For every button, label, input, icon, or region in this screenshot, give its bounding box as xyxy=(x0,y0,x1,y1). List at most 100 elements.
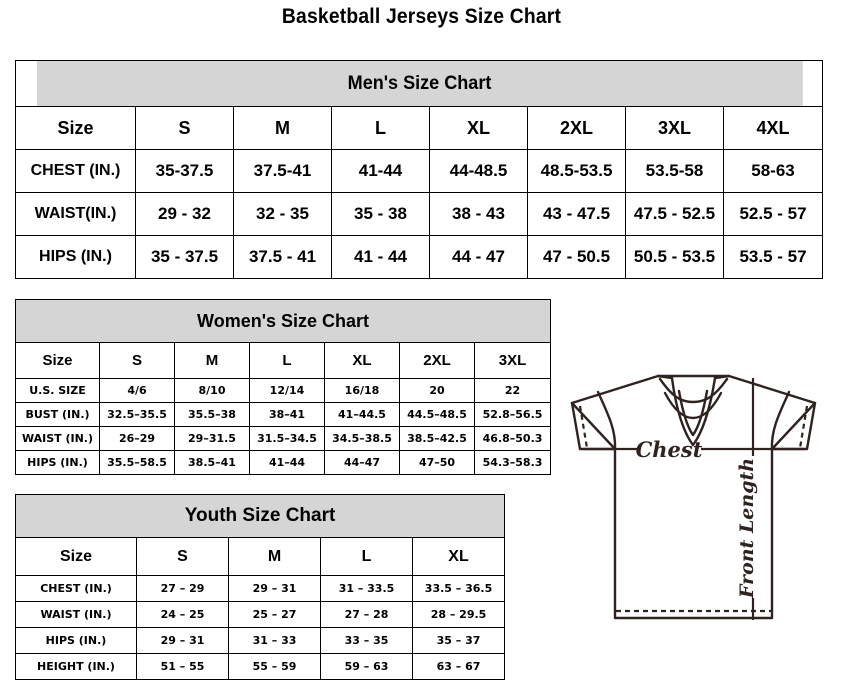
mens-cell-chest-xl: 44-48.5 xyxy=(429,149,528,193)
jersey-vneck-inner xyxy=(663,391,723,420)
mens-col-header-l: L xyxy=(331,106,430,150)
womens-cell-bust-2xl: 44.5–48.5 xyxy=(399,402,475,427)
mens-cell-waist-3xl: 47.5 - 52.5 xyxy=(625,192,724,236)
womens-cell-hips-l: 41–44 xyxy=(249,450,325,475)
mens-cell-chest-3xl: 53.5-58 xyxy=(625,149,724,193)
womens-col-header-l: L xyxy=(249,342,325,379)
youth-cell-hips-m: 31 – 33 xyxy=(228,627,321,654)
womens-cell-us-size-2xl: 20 xyxy=(399,378,475,403)
youth-cell-height-xl: 63 – 67 xyxy=(411,653,506,680)
chest-label: Chest xyxy=(636,437,703,462)
womens-cell-us-size-s: 4/6 xyxy=(99,378,175,403)
table-row: CHEST (IN.) 27 – 29 29 – 31 31 – 33.5 33… xyxy=(15,575,506,602)
mens-cell-chest-m: 37.5-41 xyxy=(233,149,332,193)
mens-cell-chest-2xl: 48.5-53.5 xyxy=(527,149,626,193)
womens-cell-hips-m: 38.5–41 xyxy=(174,450,250,475)
youth-col-header-s: S xyxy=(136,537,229,576)
youth-col-header-m: M xyxy=(228,537,321,576)
jersey-collar-band-curve xyxy=(658,377,729,404)
womens-cell-waist-l: 31.5–34.5 xyxy=(249,426,325,451)
youth-cell-height-l: 59 – 63 xyxy=(320,653,413,680)
youth-row-label-height: HEIGHT (IN.) xyxy=(15,653,137,680)
womens-cell-waist-m: 29–31.5 xyxy=(174,426,250,451)
mens-chart-title: Men's Size Chart xyxy=(35,60,803,107)
womens-cell-waist-3xl: 46.8–50.3 xyxy=(473,426,552,451)
womens-cell-hips-xl: 44–47 xyxy=(324,450,400,475)
mens-col-header-s: S xyxy=(135,106,234,150)
mens-cell-chest-4xl: 58-63 xyxy=(722,149,824,193)
womens-cell-us-size-3xl: 22 xyxy=(473,378,552,403)
womens-cell-waist-s: 26–29 xyxy=(99,426,175,451)
table-row: CHEST (IN.) 35-37.5 37.5-41 41-44 44-48.… xyxy=(15,149,824,193)
mens-col-header-4xl: 4XL xyxy=(722,106,824,150)
table-row: HIPS (IN.) 35.5–58.5 38.5–41 41–44 44–47… xyxy=(15,450,552,475)
womens-cell-hips-s: 35.5–58.5 xyxy=(99,450,175,475)
jersey-body-outline xyxy=(613,447,774,620)
table-row: WAIST (IN.) 26–29 29–31.5 31.5–34.5 34.5… xyxy=(15,426,552,451)
womens-row-label-us-size: U.S. SIZE xyxy=(15,378,100,403)
womens-row-label-hips: HIPS (IN.) xyxy=(15,450,100,475)
youth-cell-waist-m: 25 – 27 xyxy=(228,601,321,628)
womens-header-row: Size S M L XL 2XL 3XL xyxy=(15,342,552,379)
table-row: HEIGHT (IN.) 51 – 55 55 – 59 59 – 63 63 … xyxy=(15,653,506,680)
womens-cell-bust-s: 32.5–35.5 xyxy=(99,402,175,427)
womens-col-header-size: Size xyxy=(15,342,100,379)
youth-col-header-xl: XL xyxy=(411,537,506,576)
jersey-right-armhole xyxy=(770,390,791,451)
jersey-left-armhole xyxy=(596,390,617,451)
womens-chart-title: Women's Size Chart xyxy=(14,299,552,343)
youth-row-label-waist: WAIST (IN.) xyxy=(15,601,137,628)
jersey-outline-group xyxy=(570,374,817,620)
mens-header-row: Size S M L XL 2XL 3XL 4XL xyxy=(15,106,824,150)
youth-cell-chest-s: 27 – 29 xyxy=(136,575,229,602)
youth-cell-chest-xl: 33.5 – 36.5 xyxy=(411,575,506,602)
youth-cell-chest-l: 31 – 33.5 xyxy=(320,575,413,602)
mens-col-header-xl: XL xyxy=(429,106,528,150)
mens-cell-waist-m: 32 - 35 xyxy=(233,192,332,236)
page-title: Basketball Jerseys Size Chart xyxy=(281,5,562,28)
mens-cell-hips-l: 41 - 44 xyxy=(331,235,430,279)
mens-cell-hips-m: 37.5 - 41 xyxy=(233,235,332,279)
mens-cell-waist-l: 35 - 38 xyxy=(331,192,430,236)
table-row: HIPS (IN.) 35 - 37.5 37.5 - 41 41 - 44 4… xyxy=(15,235,824,279)
youth-cell-height-s: 51 – 55 xyxy=(136,653,229,680)
youth-cell-waist-xl: 28 – 29.5 xyxy=(411,601,506,628)
jersey-right-sleeve-hem-dashed xyxy=(798,405,809,449)
table-row: BUST (IN.) 32.5–35.5 35.5–38 38–41 41–44… xyxy=(15,402,552,427)
mens-cell-chest-l: 41-44 xyxy=(331,149,430,193)
mens-cell-chest-s: 35-37.5 xyxy=(135,149,234,193)
jersey-vneck-outer xyxy=(670,376,717,447)
mens-cell-hips-4xl: 53.5 - 57 xyxy=(722,235,824,279)
jersey-measurement-diagram: Chest Front Length xyxy=(548,348,838,668)
womens-cell-bust-xl: 41–44.5 xyxy=(324,402,400,427)
mens-col-header-2xl: 2XL xyxy=(527,106,626,150)
jersey-vneck-outer-second xyxy=(677,389,709,437)
womens-cell-us-size-l: 12/14 xyxy=(249,378,325,403)
youth-cell-chest-m: 29 – 31 xyxy=(228,575,321,602)
mens-row-label-hips: HIPS (IN.) xyxy=(15,235,136,279)
youth-col-header-size: Size xyxy=(15,537,137,576)
youth-row-label-chest: CHEST (IN.) xyxy=(15,575,137,602)
mens-cell-waist-2xl: 43 - 47.5 xyxy=(527,192,626,236)
mens-row-label-chest: CHEST (IN.) xyxy=(15,149,136,193)
table-row: U.S. SIZE 4/6 8/10 12/14 16/18 20 22 xyxy=(15,378,552,403)
mens-row-label-waist: WAIST(IN.) xyxy=(15,192,136,236)
mens-col-header-m: M xyxy=(233,106,332,150)
front-length-label: Front Length xyxy=(736,458,758,599)
womens-cell-bust-l: 38–41 xyxy=(249,402,325,427)
youth-chart-title-row: Youth Size Chart xyxy=(14,494,506,538)
mens-cell-hips-2xl: 47 - 50.5 xyxy=(527,235,626,279)
mens-cell-hips-s: 35 - 37.5 xyxy=(135,235,234,279)
youth-cell-height-m: 55 – 59 xyxy=(228,653,321,680)
womens-cell-waist-xl: 34.5–38.5 xyxy=(324,426,400,451)
youth-cell-hips-l: 33 – 35 xyxy=(320,627,413,654)
table-row: WAIST(IN.) 29 - 32 32 - 35 35 - 38 38 - … xyxy=(15,192,824,236)
youth-cell-waist-s: 24 – 25 xyxy=(136,601,229,628)
womens-col-header-s: S xyxy=(99,342,175,379)
mens-col-header-size: Size xyxy=(15,106,136,150)
womens-chart-title-row: Women's Size Chart xyxy=(14,299,552,343)
youth-cell-waist-l: 27 – 28 xyxy=(320,601,413,628)
womens-cell-us-size-m: 8/10 xyxy=(174,378,250,403)
womens-cell-hips-2xl: 47–50 xyxy=(399,450,475,475)
youth-cell-hips-xl: 35 – 37 xyxy=(411,627,506,654)
